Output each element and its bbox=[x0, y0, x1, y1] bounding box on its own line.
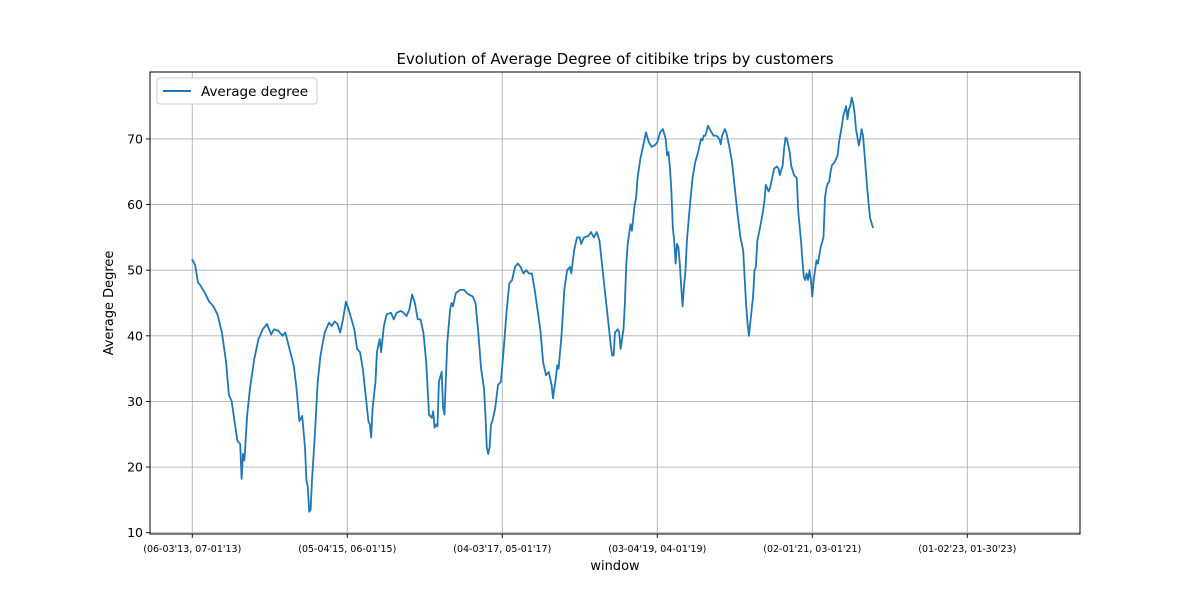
x-tick-label: (05-04'15, 06-01'15) bbox=[298, 544, 396, 555]
grid-lines bbox=[150, 72, 1080, 534]
series-line-average-degree bbox=[191, 96, 874, 513]
axis-ticks: 10 20 30 40 50 60 70 (06-03'13, 07-01'13) (05-04… bbox=[127, 131, 1016, 555]
legend-box bbox=[156, 77, 318, 105]
x-tick-label: (04-03'17, 05-01'17) bbox=[453, 544, 551, 555]
legend: Average degree bbox=[156, 77, 318, 105]
x-tick-label: (02-01'21, 03-01'21) bbox=[763, 544, 861, 555]
series-layer bbox=[191, 96, 874, 513]
chart-title: Evolution of Average Degree of citibike … bbox=[396, 50, 833, 68]
x-tick-label: (03-04'19, 04-01'19) bbox=[608, 544, 706, 555]
x-axis-label: window bbox=[590, 559, 640, 574]
y-tick-label: 60 bbox=[127, 197, 143, 212]
y-tick-label: 50 bbox=[127, 263, 143, 278]
y-tick-label: 40 bbox=[127, 328, 143, 343]
y-tick-label: 20 bbox=[127, 460, 143, 475]
y-axis-label: Average Degree bbox=[102, 251, 117, 356]
y-tick-label: 70 bbox=[127, 131, 143, 146]
y-tick-label: 30 bbox=[127, 394, 143, 409]
x-tick-label: (06-03'13, 07-01'13) bbox=[143, 544, 241, 555]
x-tick-label: (01-02'23, 01-30'23) bbox=[918, 544, 1016, 555]
y-tick-label: 10 bbox=[127, 525, 143, 540]
legend-label: Average degree bbox=[201, 84, 308, 100]
plot-frame bbox=[149, 71, 1081, 535]
